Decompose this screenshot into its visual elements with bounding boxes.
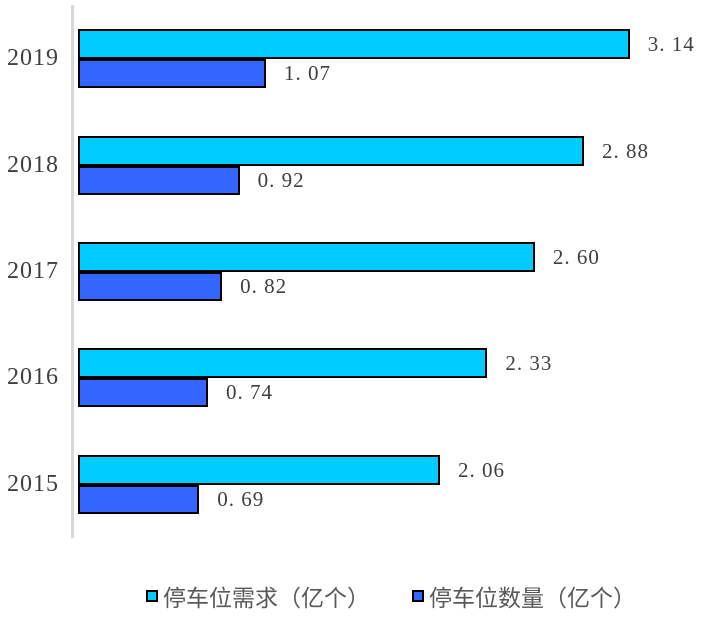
bar-group: 2015 2. 06 0. 69 [0, 455, 706, 514]
demand-swatch-icon [146, 590, 158, 602]
bar-group: 2017 2. 60 0. 82 [0, 242, 706, 301]
demand-value-label: 2. 06 [457, 457, 505, 482]
bar-group: 2016 2. 33 0. 74 [0, 348, 706, 407]
year-label: 2018 [7, 152, 59, 178]
supply-row: 0. 74 [78, 378, 693, 407]
demand-value-label: 3. 14 [647, 31, 695, 56]
bar-pair: 2. 60 0. 82 [78, 242, 693, 301]
demand-bar [78, 455, 440, 485]
y-axis-line [71, 5, 74, 538]
legend-item-demand: 停车位需求（亿个） [146, 579, 370, 613]
bar-pair: 2. 06 0. 69 [78, 455, 693, 514]
supply-swatch-icon [412, 590, 424, 602]
bar-group: 2019 3. 14 1. 07 [0, 29, 706, 88]
supply-row: 1. 07 [78, 59, 693, 88]
legend-item-supply: 停车位数量（亿个） [412, 579, 636, 613]
legend-label-supply: 停车位数量（亿个） [429, 586, 636, 611]
bar-group: 2018 2. 88 0. 92 [0, 136, 706, 195]
supply-bar [78, 166, 240, 195]
demand-row: 2. 33 [78, 348, 693, 378]
demand-bar [78, 29, 630, 59]
supply-bar [78, 378, 209, 407]
legend: 停车位需求（亿个） 停车位数量（亿个） [146, 579, 636, 613]
supply-value-label: 0. 92 [257, 168, 305, 192]
supply-value-label: 0. 82 [240, 274, 288, 298]
year-label: 2015 [7, 471, 59, 497]
bar-pair: 2. 88 0. 92 [78, 136, 693, 195]
supply-bar [78, 485, 200, 514]
demand-value-label: 2. 33 [505, 350, 553, 375]
supply-bar [78, 272, 223, 301]
demand-value-label: 2. 60 [552, 244, 600, 269]
year-label: 2019 [7, 45, 59, 71]
demand-bar [78, 348, 488, 378]
bar-pair: 3. 14 1. 07 [78, 29, 695, 88]
demand-row: 3. 14 [78, 29, 695, 59]
supply-row: 0. 92 [78, 166, 693, 195]
demand-row: 2. 60 [78, 242, 693, 272]
demand-bar [78, 136, 585, 166]
legend-label-demand: 停车位需求（亿个） [163, 586, 370, 611]
supply-bar [78, 59, 266, 88]
demand-bar [78, 242, 535, 272]
supply-value-label: 0. 69 [217, 487, 265, 511]
year-label: 2016 [7, 364, 59, 390]
year-label: 2017 [7, 258, 59, 284]
bar-pair: 2. 33 0. 74 [78, 348, 693, 407]
supply-value-label: 1. 07 [284, 61, 331, 85]
demand-value-label: 2. 88 [602, 138, 650, 163]
supply-row: 0. 69 [78, 485, 693, 514]
supply-row: 0. 82 [78, 272, 693, 301]
demand-row: 2. 88 [78, 136, 693, 166]
demand-row: 2. 06 [78, 455, 693, 485]
supply-value-label: 0. 74 [226, 380, 274, 404]
